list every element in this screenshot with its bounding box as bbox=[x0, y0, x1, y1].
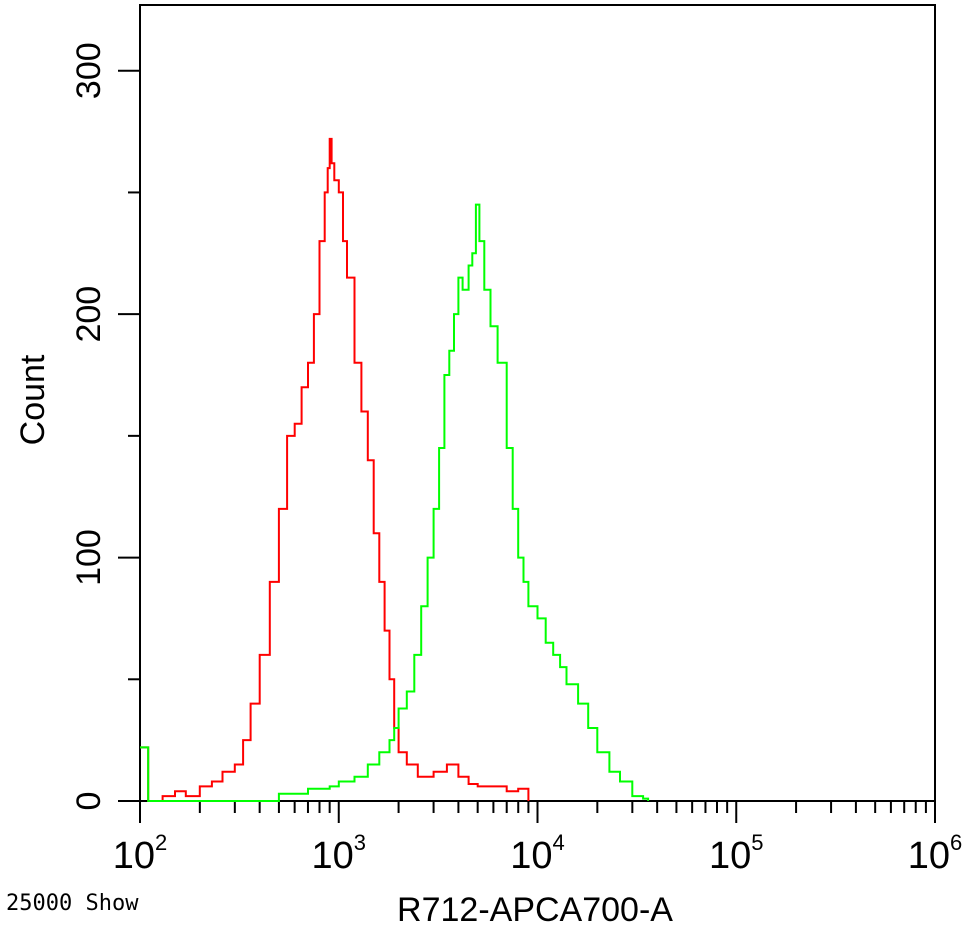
x-tick-exponent: 6 bbox=[950, 830, 962, 855]
x-tick-base: 10 bbox=[311, 835, 353, 877]
y-axis-ticks bbox=[118, 69, 140, 802]
y-axis-tick-labels: 0 100 200 300 bbox=[70, 42, 108, 810]
x-tick-exponent: 2 bbox=[155, 830, 167, 855]
event-count-note: 25000 Show bbox=[6, 891, 139, 916]
x-tick-label: 106 bbox=[908, 830, 963, 877]
x-tick-label: 103 bbox=[311, 830, 366, 877]
x-tick-base: 10 bbox=[709, 835, 751, 877]
x-tick-label: 104 bbox=[510, 830, 565, 877]
y-tick-label: 300 bbox=[70, 42, 108, 99]
x-tick-label: 105 bbox=[709, 830, 764, 877]
y-tick-label: 0 bbox=[70, 792, 108, 811]
x-axis-tick-labels: 102 103 104 105 106 bbox=[113, 830, 963, 877]
x-tick-base: 10 bbox=[113, 835, 155, 877]
x-tick-exponent: 3 bbox=[354, 830, 366, 855]
x-tick-base: 10 bbox=[908, 835, 950, 877]
histogram-series-1 bbox=[140, 137, 530, 802]
y-tick-label: 100 bbox=[70, 529, 108, 586]
x-axis-label: R712-APCA700-A bbox=[397, 891, 673, 929]
x-axis-ticks bbox=[139, 801, 936, 823]
x-tick-label: 102 bbox=[113, 830, 168, 877]
y-axis-label: Count bbox=[14, 354, 52, 445]
series-layer bbox=[140, 137, 650, 802]
x-tick-exponent: 5 bbox=[751, 830, 763, 855]
histogram-series-2 bbox=[140, 203, 650, 802]
y-tick-label: 200 bbox=[70, 286, 108, 343]
x-tick-exponent: 4 bbox=[553, 830, 565, 855]
x-tick-base: 10 bbox=[510, 835, 552, 877]
